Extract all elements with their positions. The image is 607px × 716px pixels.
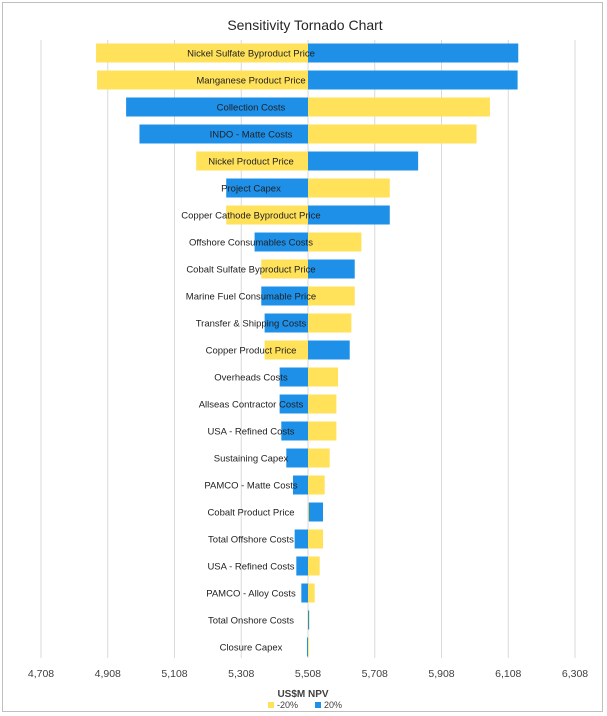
bar-minus20 xyxy=(196,151,308,171)
category-label: Closure Capex xyxy=(220,643,283,654)
x-tick-label: 6,108 xyxy=(495,668,521,680)
legend-swatch-minus20 xyxy=(268,702,274,708)
bar-minus20 xyxy=(308,556,320,576)
legend-swatch-plus20 xyxy=(315,702,321,708)
category-label: Copper Cathode Byproduct Price xyxy=(181,211,320,222)
category-label: Total Offshore Costs xyxy=(208,535,294,546)
bar-minus20 xyxy=(308,475,325,495)
bar-plus20 xyxy=(308,502,324,522)
bar-plus20 xyxy=(296,556,308,576)
x-tick-label: 5,508 xyxy=(295,668,321,680)
x-tick-label: 4,908 xyxy=(95,668,121,680)
category-label: Copper Product Price xyxy=(206,346,297,357)
gridlines xyxy=(40,40,576,658)
x-tick-label: 5,708 xyxy=(362,668,388,680)
bar-minus20 xyxy=(308,97,490,117)
category-label: Nickel Sulfate Byproduct Price xyxy=(187,49,315,60)
category-label: Collection Costs xyxy=(217,103,286,114)
category-label: Project Capex xyxy=(221,184,281,195)
bars xyxy=(96,43,519,657)
category-labels: Nickel Sulfate Byproduct Price Manganese … xyxy=(181,49,320,654)
x-tick-label: 6,308 xyxy=(562,668,588,680)
category-label: Transfer & Shipping Costs xyxy=(196,319,307,330)
category-label: Offshore Consumables Costs xyxy=(189,238,313,249)
bar-plus20 xyxy=(254,232,308,252)
category-label: Nickel Product Price xyxy=(208,157,294,168)
bar-minus20 xyxy=(308,124,477,144)
category-label: PAMCO - Alloy Costs xyxy=(206,589,296,600)
x-tick-label: 4,708 xyxy=(28,668,54,680)
category-label: Cobalt Sulfate Byproduct Price xyxy=(186,265,315,276)
bar-plus20 xyxy=(279,367,308,387)
bar-minus20 xyxy=(308,448,330,468)
bar-plus20 xyxy=(308,205,390,225)
bar-plus20 xyxy=(308,259,355,279)
bar-plus20 xyxy=(308,610,310,630)
bar-minus20 xyxy=(308,637,309,657)
x-tick-label: 5,108 xyxy=(161,668,187,680)
category-label: Cobalt Product Price xyxy=(207,508,294,519)
legend-label-plus20: 20% xyxy=(324,700,342,710)
bar-minus20 xyxy=(308,313,352,333)
category-label: Sustaining Capex xyxy=(214,454,289,465)
category-label: USA - Refined Costs xyxy=(207,562,294,573)
x-axis-label: US$M NPV xyxy=(277,689,328,700)
bar-plus20 xyxy=(139,124,308,144)
bar-minus20 xyxy=(308,286,355,306)
bar-minus20 xyxy=(226,205,308,225)
bar-plus20 xyxy=(261,286,308,306)
category-label: PAMCO - Matte Costs xyxy=(204,481,298,492)
category-label: Manganese Product Price xyxy=(196,76,305,87)
bar-minus20 xyxy=(308,367,339,387)
x-tick-label: 5,908 xyxy=(428,668,454,680)
bar-minus20 xyxy=(308,502,309,522)
bar-plus20 xyxy=(226,178,308,198)
bar-minus20 xyxy=(308,583,315,603)
bar-plus20 xyxy=(308,43,519,63)
bar-plus20 xyxy=(308,70,518,90)
chart-title: Sensitivity Tornado Chart xyxy=(227,17,382,33)
bar-minus20 xyxy=(97,70,308,90)
x-tick-label: 5,308 xyxy=(228,668,254,680)
bar-plus20 xyxy=(281,421,308,441)
bar-plus20 xyxy=(306,637,308,657)
bar-plus20 xyxy=(286,448,308,468)
bar-plus20 xyxy=(279,394,308,414)
bar-plus20 xyxy=(126,97,308,117)
bar-plus20 xyxy=(292,475,308,495)
bar-plus20 xyxy=(308,340,350,360)
bar-minus20 xyxy=(308,178,390,198)
bar-minus20 xyxy=(308,421,337,441)
bar-plus20 xyxy=(301,583,308,603)
x-tick-labels: 4,708 4,908 5,108 5,308 5,508 5,708 5,908 6,108… xyxy=(28,668,588,680)
bar-minus20 xyxy=(308,394,337,414)
legend-label-minus20: -20% xyxy=(277,700,298,710)
bar-minus20 xyxy=(264,340,308,360)
category-label: Marine Fuel Consumable Price xyxy=(186,292,316,303)
bar-plus20 xyxy=(264,313,308,333)
category-label: USA - Refined Costs xyxy=(207,427,294,438)
category-label: INDO - Matte Costs xyxy=(210,130,293,141)
legend: -20% 20% xyxy=(268,700,342,710)
bar-plus20 xyxy=(294,529,308,549)
category-label: Overheads Costs xyxy=(214,373,288,384)
bar-minus20 xyxy=(261,259,308,279)
category-label: Allseas Contractor Costs xyxy=(199,400,304,411)
bar-plus20 xyxy=(308,151,419,171)
bar-minus20 xyxy=(308,232,362,252)
bar-minus20 xyxy=(96,43,308,63)
bar-minus20 xyxy=(308,529,324,549)
category-label: Total Onshore Costs xyxy=(208,616,294,627)
